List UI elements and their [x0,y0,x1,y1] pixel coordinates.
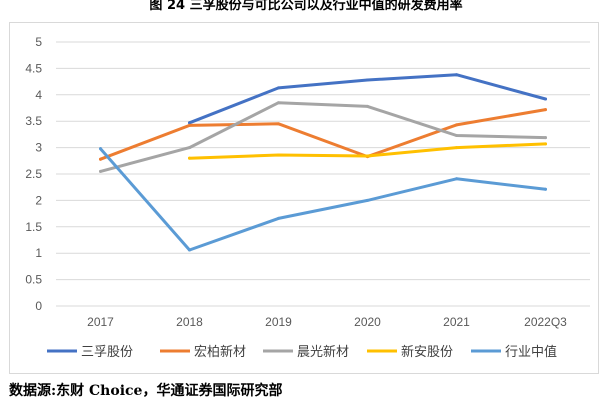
gridlines [56,41,590,307]
legend-item: 行业中值 [471,344,557,360]
data-point [188,123,191,127]
data-point [366,78,369,82]
x-tick-label: 2022Q3 [524,315,567,329]
data-point [366,198,369,202]
x-tick-label: 2021 [443,315,470,329]
y-tick-label: 3.5 [25,114,42,128]
x-tick-label: 2019 [265,315,292,329]
y-tick-label: 0 [35,299,42,313]
series-4 [99,147,547,252]
legend-label: 三孚股份 [81,345,133,360]
legend-label: 晨光新材 [297,344,349,360]
data-point [277,122,280,126]
y-tick-label: 0.5 [25,273,42,287]
legend-item: 三孚股份 [47,345,133,360]
series-0 [188,73,547,125]
data-point [455,123,458,127]
y-tick-label: 1.5 [25,220,42,234]
data-point [99,147,102,151]
y-tick-label: 2.5 [25,167,42,181]
legend-item: 新安股份 [367,344,453,360]
data-point [99,157,102,161]
y-tick-label: 5 [35,35,42,49]
series-line [99,108,547,161]
line-chart: 00.511.522.533.544.55 2017 2018 2019 2020 20… [25,35,590,360]
y-tick-label: 4 [35,88,42,102]
x-axis-tick-labels: 2017 2018 2019 2020 2021 2022Q3 [87,315,567,329]
data-point [277,216,280,220]
legend-label: 新安股份 [401,344,453,360]
legend-item: 晨光新材 [263,344,349,360]
data-point [366,104,369,108]
data-point [366,154,369,158]
chart-frame: 0 0.5 1 1.5 2 2.5 3 3.5 4 4.5 5 2017 2018 2019 2020 20… [9,22,599,374]
data-point [277,86,280,90]
x-tick-label: 2020 [354,315,381,329]
series-line [99,101,547,173]
series-3 [188,142,547,160]
data-point [277,153,280,157]
legend-item: 宏柏新材 [160,344,246,360]
data-point [188,146,191,150]
chart-title: 图 24 三孚股份与可比公司以及行业中值的研发费用率 [149,0,463,13]
data-point [455,177,458,181]
data-point [544,108,547,112]
data-point [99,169,102,173]
data-point [188,156,191,160]
series-lines [99,73,547,252]
legend-label: 宏柏新材 [194,344,246,360]
data-point [544,97,547,101]
y-axis-tick-labels: 0 0.5 1 1.5 2 2.5 3 3.5 4 4.5 5 [25,35,42,313]
data-point [277,101,280,105]
y-tick-label: 4.5 [25,61,42,75]
data-point [544,142,547,146]
y-tick-label: 3 [35,141,42,155]
data-point [544,187,547,191]
series-2 [99,101,547,173]
source-note: 数据源:东财 Choice，华通证券国际研究部 [9,383,283,399]
series-line [188,73,547,125]
y-tick-label: 2 [35,193,42,207]
data-point [455,73,458,77]
data-point [188,121,191,125]
data-point [188,248,191,252]
x-tick-label: 2018 [176,315,203,329]
data-point [544,136,547,140]
legend: 三孚股份 宏柏新材 晨光新材 新安股份 行业中值 [47,344,557,360]
series-line [99,147,547,252]
x-tick-label: 2017 [87,315,114,329]
data-point [455,146,458,150]
y-tick-label: 1 [35,246,42,260]
legend-label: 行业中值 [505,344,557,360]
data-point [455,133,458,137]
